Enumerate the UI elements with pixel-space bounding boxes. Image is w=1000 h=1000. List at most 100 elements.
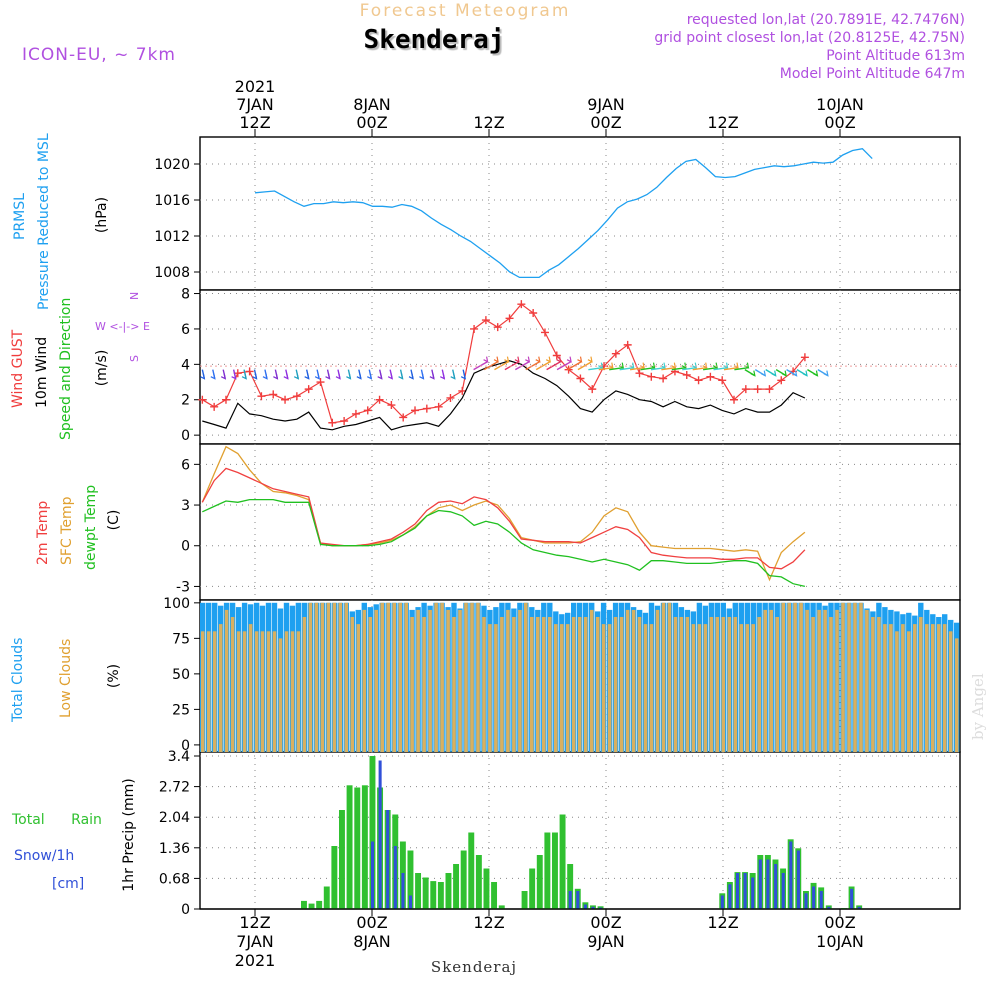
low-cloud-bar	[667, 602, 672, 752]
bottom-time-label: 12Z	[239, 913, 270, 932]
low-cloud-bar	[954, 638, 959, 752]
gust-marker	[210, 402, 219, 411]
low-cloud-bar	[601, 624, 606, 752]
gust-marker	[611, 349, 620, 358]
rain-bar	[529, 868, 536, 909]
low-cloud-bar	[284, 631, 289, 752]
gust-marker	[777, 376, 786, 385]
low-cloud-bar	[859, 602, 863, 752]
wind-dir-arrowhead	[231, 373, 237, 380]
ytick-label: 0	[181, 738, 190, 754]
snow-bar	[857, 906, 861, 910]
low-cloud-bar	[368, 617, 373, 752]
wind-dir-arrow	[577, 361, 593, 371]
rain-bar	[331, 846, 338, 909]
low-cloud-bar	[649, 624, 654, 752]
top-time-label: 7JAN	[236, 95, 274, 114]
low-cloud-bar	[841, 602, 845, 752]
ytick-label: 3.4	[168, 749, 190, 765]
wind-dir-arrowhead	[293, 373, 300, 380]
wind-dir-arrowhead	[781, 370, 787, 377]
low-cloud-bar	[721, 617, 726, 752]
low-cloud-bar	[871, 617, 875, 752]
wind-dir-arrowhead	[356, 373, 362, 380]
ytick-label: 25	[172, 702, 190, 718]
low-cloud-bar	[386, 602, 390, 752]
wind-line	[202, 360, 806, 431]
wind-dir-arrowhead	[761, 370, 767, 377]
low-cloud-bar	[326, 602, 331, 752]
bottom-time-label: 9JAN	[587, 932, 625, 951]
low-cloud-bar	[464, 602, 468, 752]
low-cloud-bar	[757, 617, 761, 752]
wind-dir-arrow	[556, 361, 572, 371]
wind-dir-arrowhead	[493, 356, 499, 363]
low-cloud-bar	[422, 617, 426, 752]
gust-marker	[659, 374, 668, 383]
wind-dir-arrow	[598, 366, 613, 371]
low-cloud-bar	[200, 631, 205, 752]
wind-dir-arrowhead	[802, 370, 808, 377]
snow-bar	[720, 895, 724, 909]
gust-marker	[304, 385, 313, 394]
rain-bar	[369, 756, 376, 909]
low-cloud-bar	[775, 617, 779, 752]
wind-dir-arrowhead	[483, 356, 489, 363]
wind-dir-arrowhead	[210, 373, 216, 380]
panel-frame	[199, 136, 961, 291]
low-cloud-bar	[446, 609, 450, 752]
gust-marker	[517, 300, 526, 309]
top-time-label: 00Z	[590, 113, 621, 132]
panel-0: 1008 1012 1016 1020	[154, 136, 961, 291]
ytick-label: 50	[172, 667, 190, 683]
rain-bar	[354, 787, 361, 909]
low-cloud-bar	[380, 602, 384, 752]
wind-dir-arrowhead	[598, 362, 604, 369]
wind-unit: (m/s)	[94, 350, 110, 387]
low-cloud-bar	[643, 624, 648, 752]
wind-dir-arrowhead	[200, 373, 206, 380]
ytick-label: 1012	[154, 229, 190, 245]
low-cloud-bar	[631, 609, 636, 752]
ytick-label: 2.72	[159, 780, 190, 796]
rain-bar	[339, 810, 345, 909]
gust-marker	[730, 395, 739, 404]
wind-dir-arrowhead	[813, 370, 819, 377]
precip-ylabel: Total Rain Snow/1h [cm] 1hr Precip (mm)	[11, 778, 137, 892]
rain-bar	[445, 873, 452, 909]
wind-dir-arrow	[713, 366, 728, 371]
rain-bar	[316, 900, 323, 909]
low-cloud-bar	[901, 624, 905, 752]
wind-dir-arrowhead	[566, 356, 572, 363]
low-cloud-bar	[907, 631, 911, 752]
low-cloud-bar	[625, 609, 630, 752]
low-cloud-bar	[272, 631, 277, 752]
gust-marker	[411, 406, 420, 415]
gust-marker	[718, 376, 727, 385]
gust-marker	[682, 370, 691, 379]
wind-dir-arrowhead	[504, 356, 510, 363]
low-cloud-bar	[889, 624, 893, 752]
low-cloud-bar	[703, 624, 708, 752]
gust-marker	[198, 395, 207, 404]
ytick-label: -3	[176, 579, 190, 595]
rain-bar	[491, 882, 498, 909]
rain-bar	[361, 785, 368, 910]
low-cloud-bar	[458, 609, 462, 752]
low-cloud-bar	[518, 609, 522, 752]
gust-marker	[434, 402, 443, 411]
low-cloud-bar	[344, 602, 349, 752]
wind-dir-arrowhead	[823, 370, 829, 377]
wind-label: 10m Wind	[34, 337, 50, 408]
wind-dir-arrow	[671, 366, 686, 371]
low-cloud-bar	[919, 617, 923, 752]
wind-dir-arrowhead	[525, 356, 531, 363]
low-cloud-bar	[320, 602, 325, 752]
wind-dir-arrowhead	[408, 373, 414, 380]
wind-dir-arrowhead	[723, 362, 729, 369]
gust-marker	[446, 393, 455, 402]
gust-marker	[481, 316, 490, 325]
bottom-time-label: 10JAN	[816, 932, 864, 951]
bottom-time-label: 2021	[235, 951, 276, 970]
